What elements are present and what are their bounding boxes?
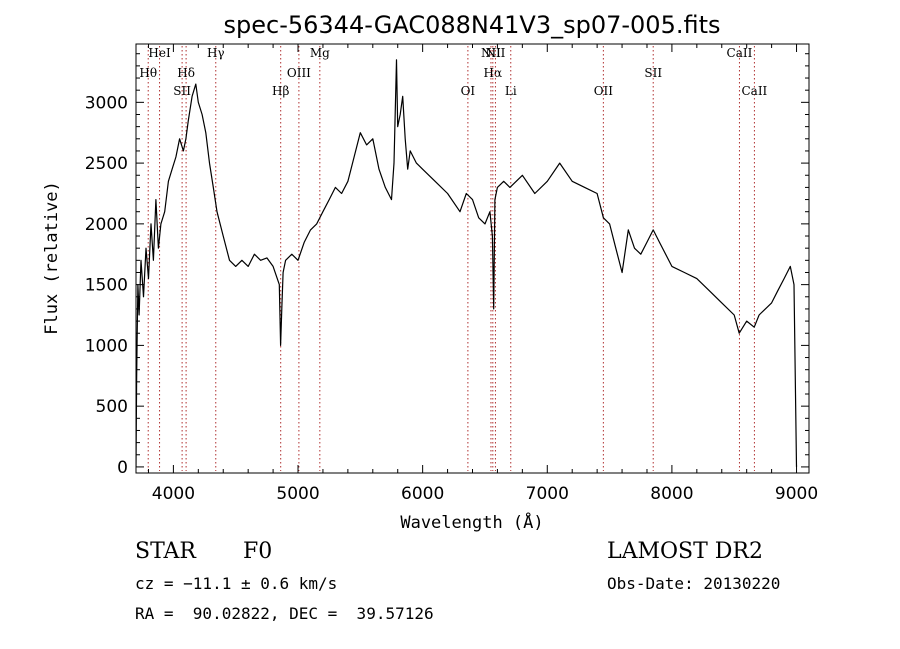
plot-frame	[135, 43, 810, 474]
y-axis-ticks: 0 500 1000 1500 2000 2500 3000	[85, 53, 809, 478]
x-tick-label: 8000	[650, 484, 693, 504]
y-tick-label: 2500	[85, 154, 128, 174]
line-label-3: Hδ	[177, 66, 195, 80]
redshift-readout: cz = −11.1 ± 0.6 km/s	[135, 574, 338, 593]
object-subclass: F0	[243, 539, 273, 564]
line-label-2: SII	[173, 84, 191, 98]
line-label-16: CaII	[741, 84, 767, 98]
y-tick-label: 0	[117, 458, 128, 478]
line-label-1: HeI	[148, 46, 171, 60]
object-class: STAR	[135, 539, 196, 564]
x-tick-label: 5000	[276, 484, 319, 504]
x-tick-label: 7000	[526, 484, 569, 504]
observation-date: Obs-Date: 20130220	[607, 574, 781, 593]
line-label-8: OI	[461, 84, 476, 98]
line-label-11: NII	[485, 46, 505, 60]
line-label-0: Hθ	[139, 66, 157, 80]
y-tick-label: 1500	[85, 276, 128, 296]
x-tick-label: 6000	[401, 484, 444, 504]
line-label-15: CaII	[727, 46, 753, 60]
line-label-7: Mg	[310, 46, 330, 60]
line-label-4: Hγ	[207, 46, 225, 60]
spectral-line-markers: Hθ HeI SII Hδ Hγ Hβ OIII Mg OI NII Hα NII Li OII SII Ca…	[139, 46, 768, 471]
chart-title: spec-56344-GAC088N41V3_sp07-005.fits	[224, 11, 721, 39]
line-label-10: Hα	[484, 66, 503, 80]
line-label-9: NII	[481, 46, 501, 60]
line-label-12: Li	[505, 84, 517, 98]
line-label-14: SII	[644, 66, 662, 80]
y-axis-label: Flux (relative)	[42, 181, 62, 335]
line-label-13: OII	[594, 84, 614, 98]
survey-name: LAMOST DR2	[607, 539, 763, 564]
line-label-6: OIII	[287, 66, 311, 80]
coordinates-readout: RA = 90.02822, DEC = 39.57126	[135, 604, 434, 623]
x-tick-label: 4000	[152, 484, 195, 504]
line-label-5: Hβ	[272, 84, 289, 98]
spectrum-series	[136, 59, 798, 467]
x-tick-label: 9000	[775, 484, 818, 504]
x-axis-ticks: 4000 5000 6000 7000 8000 9000	[147, 44, 818, 504]
x-axis-label: Wavelength (Å)	[400, 511, 543, 533]
y-tick-label: 1000	[85, 336, 128, 356]
y-tick-label: 500	[96, 397, 128, 417]
spectrum-line-0	[136, 59, 798, 467]
y-tick-label: 3000	[85, 93, 128, 113]
y-tick-label: 2000	[85, 215, 128, 235]
